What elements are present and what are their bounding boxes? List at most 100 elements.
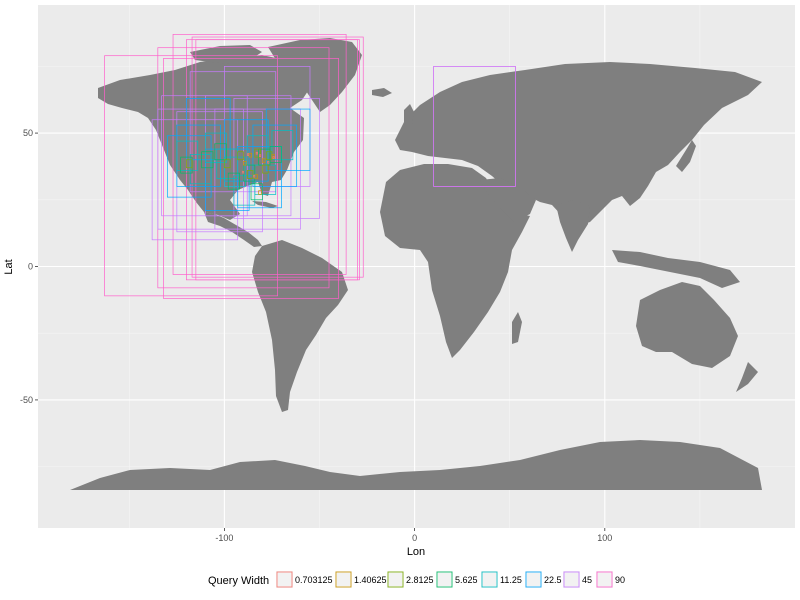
query-rect <box>259 154 262 157</box>
japan-shape <box>676 140 696 172</box>
legend-item: 90 <box>596 571 625 588</box>
query-rect <box>201 151 214 169</box>
south-america-shape <box>252 240 348 412</box>
legend-title: Query Width <box>208 575 269 587</box>
legend-key <box>387 571 404 588</box>
legend-item: 2.8125 <box>387 571 434 588</box>
legend-key <box>525 571 542 588</box>
query-rect <box>252 124 298 187</box>
query-rect <box>189 71 277 193</box>
query-rectangles <box>104 34 516 299</box>
query-rect <box>186 159 193 169</box>
query-rect <box>262 164 269 174</box>
query-rect <box>262 158 266 163</box>
query-rect <box>176 140 199 171</box>
query-rect <box>267 161 270 164</box>
legend-label: 0.703125 <box>295 575 333 585</box>
legend-key-bg <box>525 571 542 588</box>
legend-key-bg <box>335 571 352 588</box>
legend-key-bg <box>481 571 498 588</box>
query-rect <box>216 148 239 179</box>
legend-item: 45 <box>563 571 592 588</box>
query-rect <box>243 161 247 166</box>
query-rect <box>163 58 339 299</box>
query-rect <box>269 146 282 163</box>
legend-item: 22.5 <box>525 571 562 588</box>
legend-key-bg <box>563 571 580 588</box>
legend-key-bg <box>436 571 453 588</box>
query-rect <box>258 190 262 195</box>
query-rect <box>233 98 320 219</box>
query-rect <box>237 151 244 161</box>
india-shape <box>556 200 590 252</box>
legend-label: 5.625 <box>455 575 478 585</box>
query-rect <box>241 170 244 174</box>
legend-item: 11.25 <box>481 571 522 588</box>
legend-key <box>563 571 580 588</box>
southeast-asia-islands-shape <box>612 250 740 288</box>
legend-key-bg <box>596 571 613 588</box>
arabia-shape <box>480 178 536 222</box>
legend-key <box>481 571 498 588</box>
y-tick-label: -50 <box>20 395 33 405</box>
legend-key <box>276 571 293 588</box>
y-tick-label: 50 <box>23 128 33 138</box>
africa-shape <box>380 164 530 358</box>
x-tick-label: -100 <box>215 533 233 543</box>
x-axis: -100 0 100 <box>215 528 612 543</box>
query-rect <box>186 98 231 161</box>
query-rect <box>172 34 347 275</box>
legend-label: 2.8125 <box>406 575 434 585</box>
query-rect <box>246 170 254 179</box>
y-axis: -50 0 50 <box>20 128 38 405</box>
query-rect <box>253 174 256 178</box>
query-rect <box>224 159 231 169</box>
query-rect <box>189 154 212 185</box>
query-rect <box>227 172 240 190</box>
query-rect <box>214 108 301 230</box>
legend-label: 1.40625 <box>354 575 387 585</box>
new-zealand-shape <box>736 362 758 392</box>
madagascar-shape <box>512 312 522 344</box>
antarctica-shape <box>70 440 762 490</box>
legend-item: 5.625 <box>436 571 478 588</box>
query-rect <box>250 183 263 201</box>
query-rect <box>247 153 250 156</box>
legend-label: 11.25 <box>500 575 522 585</box>
eurasia-shape <box>395 62 762 226</box>
legend-key-bg <box>387 571 404 588</box>
legend: Query Width 0.703125 1.40625 2.8125 5.625 11… <box>208 571 625 588</box>
query-rect <box>224 156 246 187</box>
x-tick-label: 100 <box>597 533 612 543</box>
query-rect <box>214 143 227 161</box>
legend-item: 0.703125 <box>276 571 333 588</box>
x-tick-label: 0 <box>412 533 417 543</box>
central-america-shape <box>204 212 262 247</box>
legend-label: 90 <box>615 575 625 585</box>
y-tick-label: 0 <box>28 262 33 272</box>
britain-shape <box>404 104 414 128</box>
y-axis-title: Lat <box>3 259 15 274</box>
query-rect <box>265 108 311 171</box>
query-rect <box>271 130 294 161</box>
legend-key <box>596 571 613 588</box>
iceland-shape <box>372 88 392 97</box>
x-axis-title: Lon <box>407 546 425 558</box>
legend-label: 45 <box>582 575 592 585</box>
query-rect <box>272 156 275 159</box>
query-rect <box>233 175 256 206</box>
arctic-islands-shape <box>190 45 262 64</box>
legend-item: 1.40625 <box>335 571 387 588</box>
legend-key <box>436 571 453 588</box>
query-rect <box>433 66 516 187</box>
legend-key <box>335 571 352 588</box>
legend-key-bg <box>276 571 293 588</box>
query-rect <box>255 151 258 155</box>
australia-shape <box>636 282 738 368</box>
legend-label: 22.5 <box>544 575 562 585</box>
query-rect <box>248 153 253 158</box>
query-rect <box>104 55 279 297</box>
cuba-shape <box>252 201 278 208</box>
query-rect <box>254 148 261 158</box>
